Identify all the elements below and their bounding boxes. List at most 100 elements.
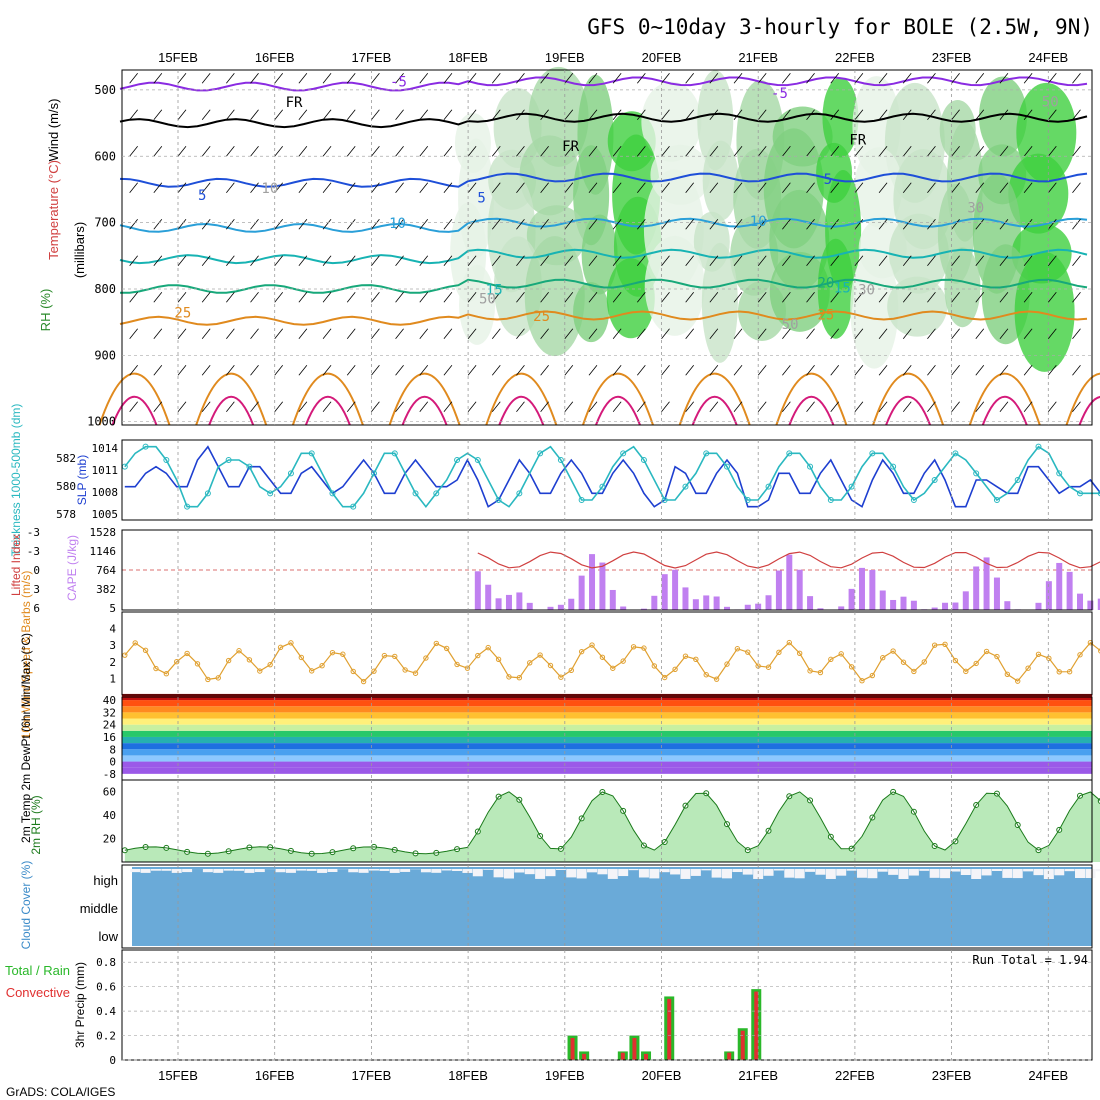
date-label-bottom: 22FEB: [835, 1068, 875, 1083]
wind-barb: [177, 291, 187, 303]
wind-marker: [994, 653, 1000, 660]
cloud-high-bar: [535, 869, 546, 879]
thk-marker: [204, 490, 211, 497]
wind-barb: [709, 401, 719, 412]
cape-bar: [609, 589, 616, 610]
rh-blob: [944, 247, 981, 328]
hot-lobe: [208, 395, 255, 426]
wind-barb: [371, 291, 380, 303]
text-layer: GFS 0~10day 3-hourly for BOLE (2.5W, 9N)…: [5, 15, 1093, 1099]
cape-bar: [890, 599, 897, 610]
hot-lobe: [788, 395, 835, 426]
cape-bar: [682, 587, 689, 610]
hot-lobe: [981, 395, 1028, 426]
wind-barb: [467, 73, 477, 84]
wind-barb: [902, 73, 912, 84]
wind-barb: [346, 182, 356, 194]
cape-bar: [661, 574, 668, 610]
wind-barb: [226, 291, 235, 303]
wind-barb: [612, 182, 622, 194]
wind-barb: [491, 182, 501, 194]
wind-barb: [733, 219, 743, 230]
ylabel-temp: Temperature (°C): [46, 160, 61, 260]
ylabel-pressure: (millibars): [72, 222, 87, 278]
wind-barb: [177, 219, 187, 230]
wind-barb: [709, 73, 719, 84]
wind-marker: [495, 656, 502, 662]
wind-marker: [662, 674, 668, 681]
date-label-top: 21FEB: [738, 50, 778, 65]
wind-barb: [419, 255, 429, 266]
wind-barb: [637, 146, 646, 157]
wind-barb: [1023, 255, 1033, 266]
wind-speed-line: [124, 641, 1100, 683]
wind-barb: [177, 255, 187, 266]
cape-bar: [838, 606, 845, 610]
wind-barb: [153, 401, 163, 412]
thk-marker: [412, 490, 419, 497]
wind-barb: [395, 182, 404, 194]
wind-marker: [360, 678, 367, 685]
hot-lobe: [1078, 396, 1100, 426]
wind-marker: [838, 651, 844, 657]
cape-bar: [786, 554, 793, 610]
wind-barb: [322, 364, 332, 376]
cloud-high-bar: [805, 869, 816, 872]
hot-lobe: [885, 395, 932, 426]
wind-barb: [491, 401, 501, 412]
wind-barb: [250, 401, 259, 412]
wind-barb: [274, 73, 284, 84]
wind-barb: [298, 109, 308, 121]
wind-barb: [999, 291, 1009, 303]
ylabel-cloud: Cloud Cover (%): [19, 861, 33, 950]
cloud-high-bar: [327, 869, 338, 873]
wind-marker: [900, 659, 907, 665]
wind-marker: [558, 674, 564, 680]
contour-label: -5: [390, 75, 407, 91]
wind-marker: [890, 648, 896, 654]
wind-barb: [516, 328, 525, 339]
wind-marker: [973, 660, 979, 667]
cloud-high-bar: [358, 869, 369, 873]
wind-barb: [782, 146, 791, 157]
wind-barb: [153, 328, 163, 339]
wind-barb: [951, 109, 960, 121]
wind-marker: [225, 657, 232, 664]
cape-bar: [900, 596, 907, 610]
cloud-high-bar: [597, 869, 608, 875]
wind-barb: [419, 328, 429, 339]
wind-barb: [588, 146, 598, 157]
cape-bar: [620, 606, 627, 610]
cloud-high-bar: [929, 869, 940, 878]
wind-barb: [588, 364, 598, 376]
wind-marker: [921, 659, 927, 665]
cape-bar: [578, 575, 585, 610]
cape-bar: [869, 570, 876, 610]
cloud-high-bar: [566, 869, 577, 878]
temp-contour: [119, 217, 1088, 233]
wind-barb: [298, 146, 308, 157]
temp-band: [122, 736, 1092, 744]
cape-bar: [1035, 602, 1042, 610]
wind-barb: [999, 401, 1009, 412]
cape-bar: [474, 571, 481, 610]
wind-barb: [564, 109, 574, 121]
wind-marker: [713, 676, 720, 682]
panel-bg-slp: [122, 440, 1092, 520]
cloud-high-bar: [1002, 869, 1013, 878]
wind-marker: [142, 647, 149, 654]
ylabel-thickness: Thickness 1000-500mb (dm): [9, 404, 23, 557]
cloud-high-bar: [1054, 869, 1065, 876]
wind-barb: [757, 291, 767, 303]
li-tick: -3: [27, 526, 40, 539]
wind-barb: [540, 182, 549, 194]
wind-barb: [443, 328, 453, 339]
thk-marker: [786, 450, 793, 457]
wind-barb: [371, 401, 380, 412]
wind-barb: [226, 255, 235, 266]
date-label-top: 20FEB: [642, 50, 682, 65]
temp-contour: [119, 310, 1088, 326]
wind-marker: [776, 649, 782, 655]
wind-marker: [547, 662, 554, 669]
wind-marker: [745, 649, 751, 655]
